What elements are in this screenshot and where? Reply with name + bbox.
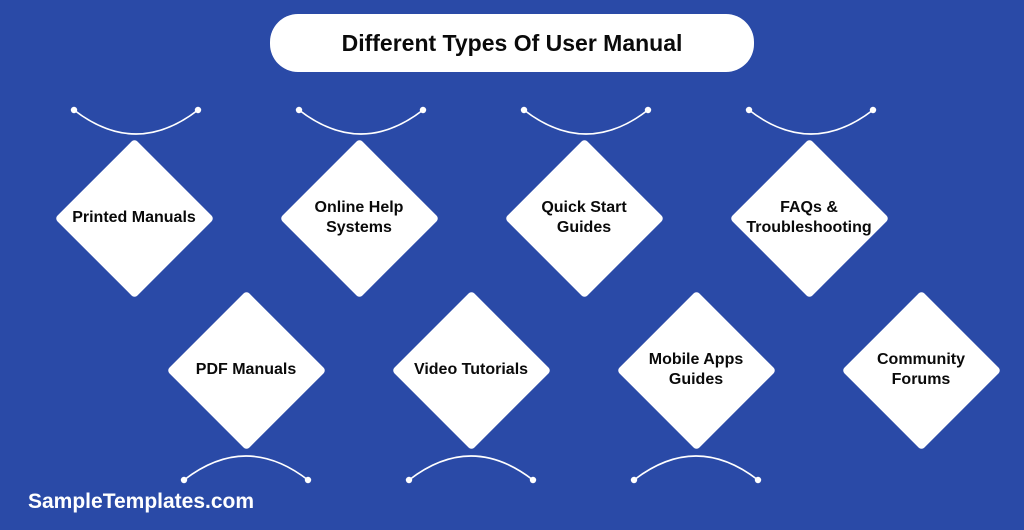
title-pill: Different Types Of User Manual — [270, 14, 754, 72]
page-title: Different Types Of User Manual — [342, 30, 683, 57]
connector-arc — [401, 448, 541, 488]
diamond-label: FAQs & Troubleshooting — [739, 198, 879, 238]
connector-arc — [626, 448, 766, 488]
diamond-label: Printed Manuals — [64, 208, 204, 228]
watermark: SampleTemplates.com — [28, 490, 254, 514]
connector-arc — [741, 102, 881, 142]
connector-arc — [516, 102, 656, 142]
diamond-label: Mobile Apps Guides — [626, 350, 766, 390]
connector-arc — [66, 102, 206, 142]
diamond-label: PDF Manuals — [176, 360, 316, 380]
diamond-item: Community Forums — [841, 290, 1001, 450]
diamond-item: Video Tutorials — [391, 290, 551, 450]
diamond-item: Online Help Systems — [279, 138, 439, 298]
diamond-label: Online Help Systems — [289, 198, 429, 238]
connector-arc — [291, 102, 431, 142]
diamond-item: PDF Manuals — [166, 290, 326, 450]
diamond-label: Video Tutorials — [401, 360, 541, 380]
diamond-item: Printed Manuals — [54, 138, 214, 298]
diamond-label: Quick Start Guides — [514, 198, 654, 238]
diamond-label: Community Forums — [851, 350, 991, 390]
connector-arc — [176, 448, 316, 488]
diamond-item: FAQs & Troubleshooting — [729, 138, 889, 298]
diamond-item: Quick Start Guides — [504, 138, 664, 298]
diamond-item: Mobile Apps Guides — [616, 290, 776, 450]
